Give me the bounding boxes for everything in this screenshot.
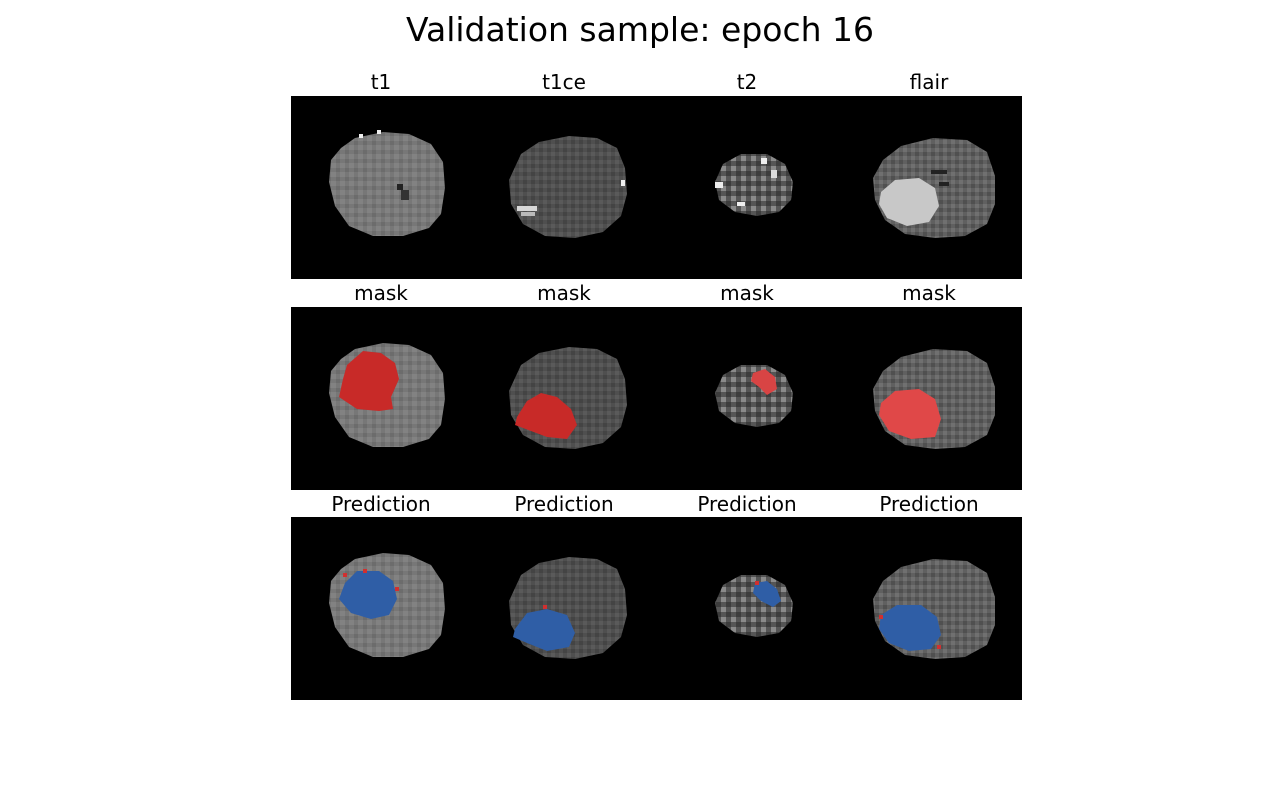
modality-images-row [291, 96, 1022, 279]
panel-title-prediction-4: Prediction [879, 492, 979, 516]
mask-t2-image [715, 365, 793, 427]
panel-title-mask-3: mask [720, 281, 774, 305]
mask-overlay-t1 [339, 351, 399, 411]
prediction-images-row [291, 517, 1022, 700]
flair-image [873, 138, 995, 238]
panel-title-t2: t2 [736, 70, 758, 94]
panel-title-prediction-2: Prediction [514, 492, 614, 516]
mask-t1-image [329, 343, 445, 447]
mask-overlay-t2 [751, 369, 777, 395]
t1-image [329, 130, 445, 236]
t1ce-image [509, 136, 627, 238]
panel-title-prediction-3: Prediction [697, 492, 797, 516]
figure-title: Validation sample: epoch 16 [405, 10, 874, 49]
mask-images [329, 343, 995, 449]
mask-flair-image [873, 349, 995, 449]
mask-overlay-flair [879, 389, 941, 439]
prediction-overlay-t2 [753, 581, 781, 607]
prediction-overlay-t1ce [513, 609, 575, 651]
prediction-overlay-flair [879, 605, 941, 651]
prediction-t1-image [329, 553, 445, 657]
prediction-t1ce-image [509, 557, 627, 659]
panel-title-t1ce: t1ce [542, 70, 586, 94]
panel-title-mask-1: mask [354, 281, 408, 305]
mask-overlay-t1ce [515, 393, 577, 439]
panel-title-prediction-1: Prediction [331, 492, 431, 516]
prediction-images [329, 553, 995, 659]
prediction-overlay-t1 [339, 571, 397, 619]
mask-images-row [291, 307, 1022, 490]
panel-title-mask-2: mask [537, 281, 591, 305]
prediction-flair-image [873, 559, 995, 659]
panel-title-t1: t1 [370, 70, 392, 94]
t2-image [715, 154, 793, 216]
modality-images [329, 130, 995, 238]
mask-t1ce-image [509, 347, 627, 449]
prediction-t2-image [715, 575, 793, 637]
panel-title-flair: flair [909, 70, 949, 94]
panel-title-mask-4: mask [902, 281, 956, 305]
